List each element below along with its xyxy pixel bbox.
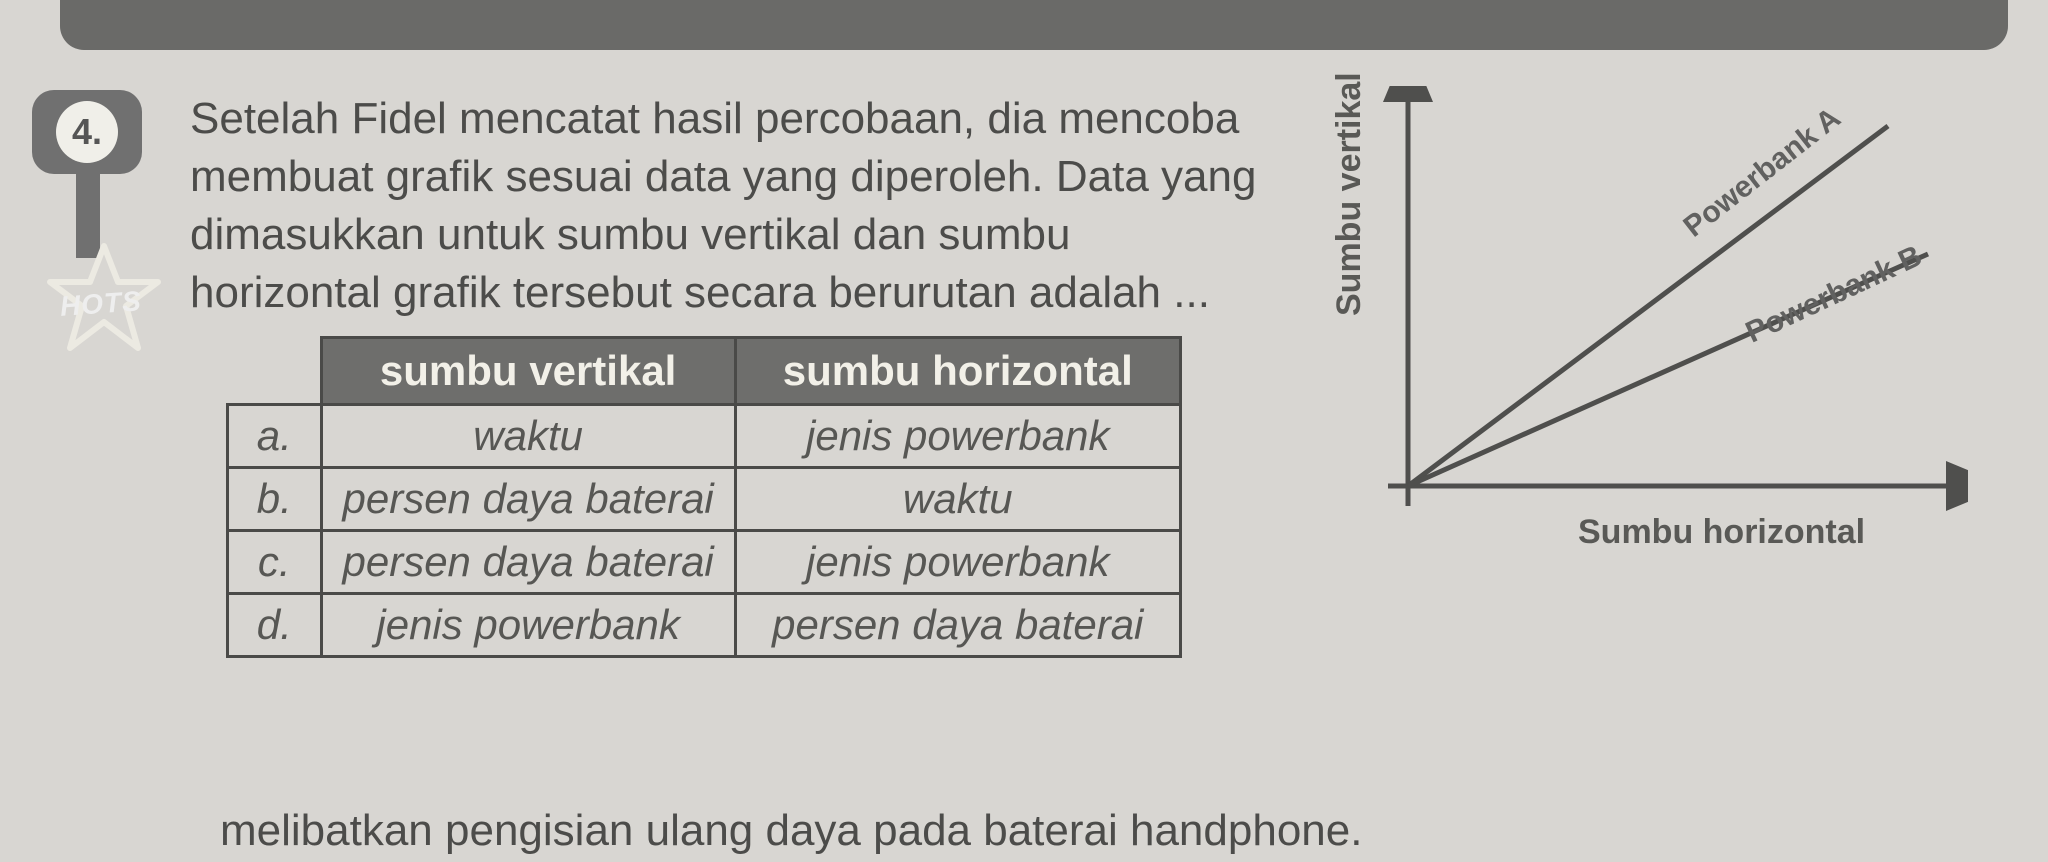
option-cell: waktu — [321, 405, 735, 468]
table-corner-blank — [228, 338, 322, 405]
x-axis-label: Sumbu horizontal — [1578, 513, 1865, 552]
option-letter: d. — [228, 594, 322, 657]
answer-options-table: sumbu vertikal sumbu horizontal a. waktu… — [226, 336, 1182, 658]
number-badge: 4. — [32, 90, 142, 174]
table-header-col2: sumbu horizontal — [735, 338, 1180, 405]
option-cell: waktu — [735, 468, 1180, 531]
option-cell: jenis powerbank — [321, 594, 735, 657]
y-axis-label: Sumbu vertikal — [1330, 72, 1369, 316]
question-number: 4. — [56, 101, 118, 163]
option-letter: a. — [228, 405, 322, 468]
option-cell: persen daya baterai — [321, 531, 735, 594]
table-row: d. jenis powerbank persen daya baterai — [228, 594, 1181, 657]
option-cell: jenis powerbank — [735, 531, 1180, 594]
bottom-cutoff-text: melibatkan pengisian ulang daya pada bat… — [220, 806, 1362, 856]
option-cell: persen daya baterai — [321, 468, 735, 531]
table-row: a. waktu jenis powerbank — [228, 405, 1181, 468]
table-header-col1: sumbu vertikal — [321, 338, 735, 405]
table-row: c. persen daya baterai jenis powerbank — [228, 531, 1181, 594]
question-badge: 4. HOTS — [32, 90, 162, 174]
line-chart: Sumbu vertikal Powerbank A Powerbank B S… — [1368, 86, 1968, 546]
question-text: Setelah Fidel mencatat hasil percobaan, … — [190, 90, 1270, 322]
option-cell: jenis powerbank — [735, 405, 1180, 468]
chart-svg — [1368, 86, 1968, 546]
option-letter: c. — [228, 531, 322, 594]
option-cell: persen daya baterai — [735, 594, 1180, 657]
option-letter: b. — [228, 468, 322, 531]
hots-label: HOTS — [59, 285, 143, 323]
table-row: b. persen daya baterai waktu — [228, 468, 1181, 531]
top-rounded-bar — [60, 0, 2008, 50]
